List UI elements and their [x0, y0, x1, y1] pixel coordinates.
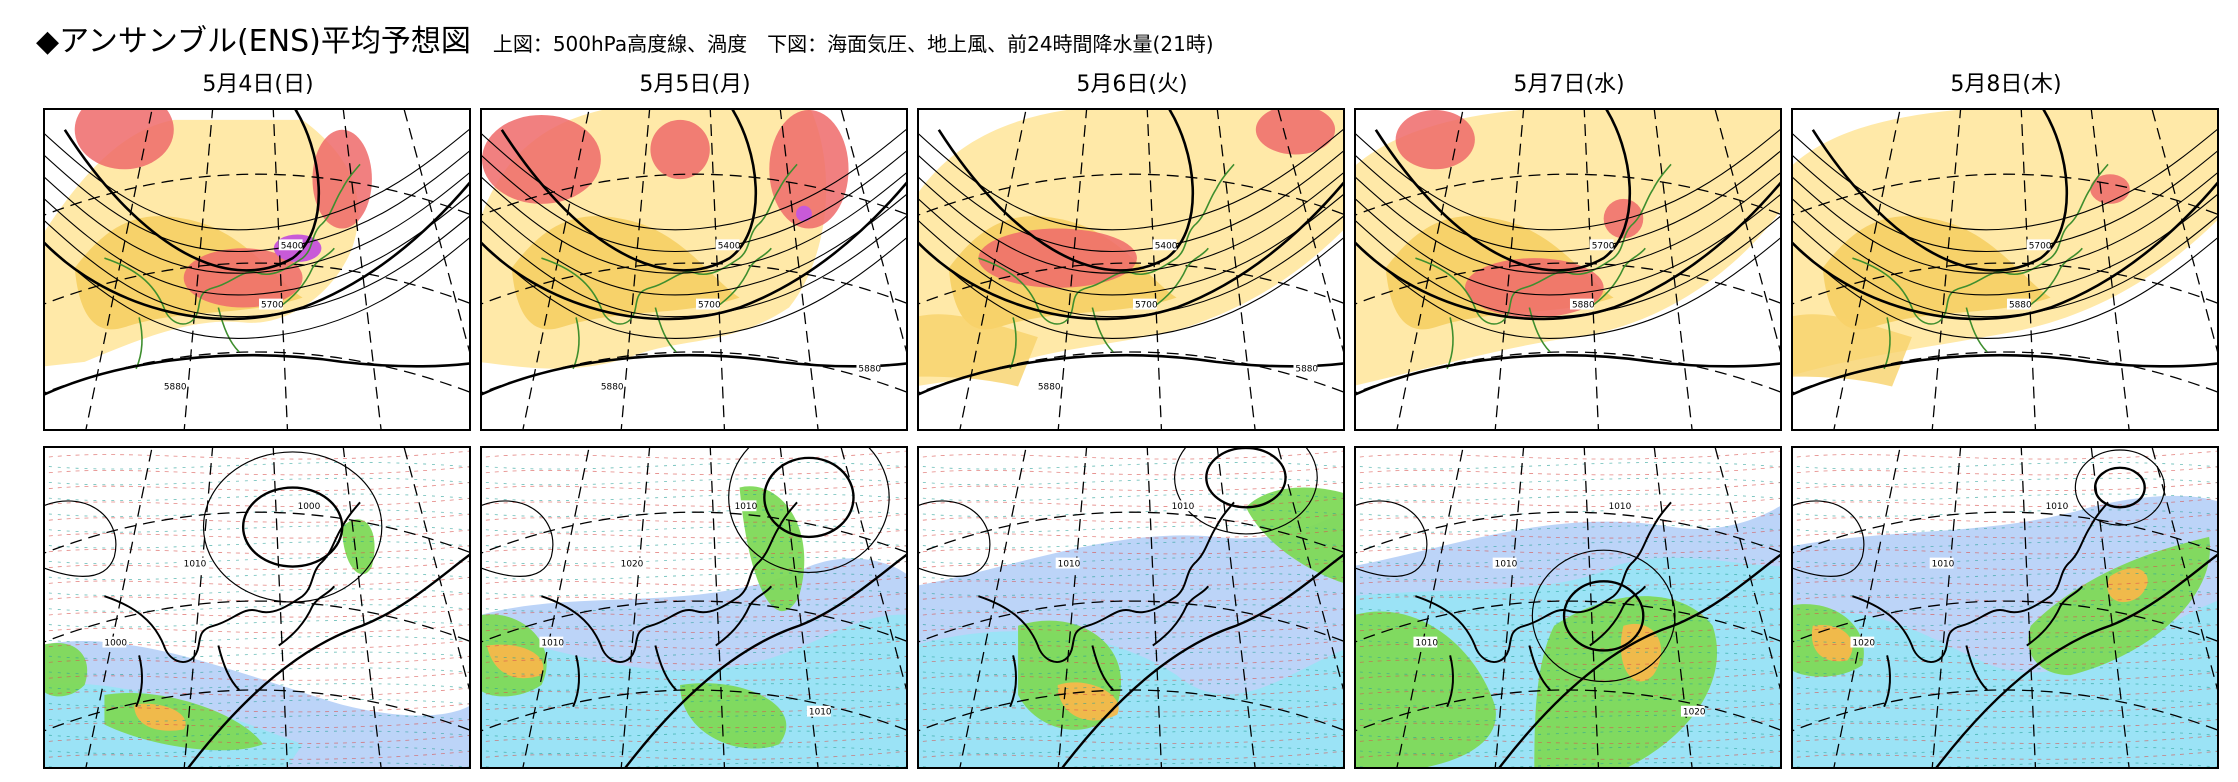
wind-barbs [919, 450, 1343, 767]
upper-map-day-3: 5700 5880 [1354, 108, 1782, 431]
wind-barbs [45, 450, 469, 767]
lower-map-day-2: 1010 1010 [917, 446, 1345, 769]
isobar-label: 1010 [1415, 639, 1438, 649]
upper-map-svg: 5400 5700 5880 5880 [919, 110, 1343, 429]
upper-map-day-4: 5700 5880 [1791, 108, 2219, 431]
contour-label: 5400 [718, 241, 741, 251]
isobar-label: 1020 [621, 560, 644, 570]
contour-label: 5400 [1155, 241, 1178, 251]
day-label-2: 5月6日(火) [1076, 72, 1188, 97]
height-contours [45, 129, 469, 339]
isobars [1356, 500, 1780, 767]
contour-label: 5880 [164, 383, 187, 393]
page-title: ◆アンサンブル(ENS)平均予想図 [36, 24, 471, 59]
contour-label: 5880 [1038, 383, 1061, 393]
isobar-label: 1010 [184, 560, 207, 570]
lower-map-day-0: 1000 1010 1000 [43, 446, 471, 769]
lower-map-day-4: 1010 1010 1020 [1791, 446, 2219, 769]
upper-map-svg: 5700 5880 [1793, 110, 2217, 429]
isobar-label: 1010 [1495, 560, 1518, 570]
isobar-label: 1000 [298, 502, 321, 512]
contour-label: 5700 [1135, 301, 1158, 311]
contour-label: 5880 [601, 383, 624, 393]
isobar-label: 1020 [1852, 639, 1875, 649]
lower-map-day-3: 1010 1010 1010 1020 [1354, 446, 1782, 769]
isobar-label: 1010 [1058, 560, 1081, 570]
day-label-3: 5月7日(水) [1513, 72, 1625, 97]
day-label-1: 5月5日(月) [639, 72, 751, 97]
upper-map-day-1: 5400 5700 5880 5880 [480, 108, 908, 431]
day-label-4: 5月8日(木) [1950, 72, 2062, 97]
isobar-label: 1010 [1932, 560, 1955, 570]
isobar-label: 1000 [104, 639, 127, 649]
coastline [978, 501, 1235, 708]
upper-map-svg: 5400 5700 5880 5880 [482, 110, 906, 429]
upper-map-day-0: 5400 5700 5880 [43, 108, 471, 431]
isobars [1793, 449, 2217, 767]
isobars [919, 448, 1343, 767]
upper-map-svg: 5700 5880 [1356, 110, 1780, 429]
lower-map-svg: 1010 1010 1020 [1793, 448, 2217, 767]
isobar-label: 1010 [2046, 502, 2069, 512]
contour-label: 5880 [1572, 301, 1595, 311]
upper-map-svg: 5400 5700 5880 [45, 110, 469, 429]
wind-barbs [482, 450, 906, 767]
height-contours-bold [1356, 110, 1780, 396]
contour-label: 5700 [1592, 241, 1615, 251]
wind-barbs [1356, 450, 1780, 767]
lower-map-svg: 1010 1010 1010 1020 [1356, 448, 1780, 767]
contour-label: 5880 [858, 365, 881, 375]
coastline [978, 163, 1235, 370]
day-label-0: 5月4日(日) [202, 72, 314, 97]
coastline [1415, 501, 1672, 708]
page-subtitle: 上図：500hPa高度線、渦度 下図：海面気圧、地上風、前24時間降水量(21時… [492, 32, 1214, 56]
header: ◆アンサンブル(ENS)平均予想図 上図：500hPa高度線、渦度 下図：海面気… [36, 16, 1214, 59]
isobar-label: 1010 [1609, 502, 1632, 512]
lower-map-svg: 1000 1010 1000 [45, 448, 469, 767]
isobar-label: 1010 [809, 708, 832, 718]
isobar-label: 1010 [541, 639, 564, 649]
isobar-label: 1010 [735, 502, 758, 512]
upper-map-day-2: 5400 5700 5880 5880 [917, 108, 1345, 431]
lower-map-svg: 1010 1020 1010 1010 [482, 448, 906, 767]
isobar-label: 1010 [1172, 502, 1195, 512]
isobars [45, 451, 469, 767]
isobar-label: 1020 [1683, 708, 1706, 718]
height-contours-bold [45, 110, 469, 396]
contour-label: 5700 [698, 301, 721, 311]
coastline [541, 501, 798, 708]
contour-label: 5880 [1295, 365, 1318, 375]
height-contours-bold [1793, 110, 2217, 396]
contour-label: 5700 [2029, 241, 2052, 251]
coastline [104, 501, 361, 708]
isobars [482, 448, 906, 767]
contour-label: 5880 [2009, 301, 2032, 311]
lower-map-day-1: 1010 1020 1010 1010 [480, 446, 908, 769]
lower-map-svg: 1010 1010 [919, 448, 1343, 767]
contour-label: 5400 [281, 241, 304, 251]
contour-label: 5700 [261, 301, 284, 311]
